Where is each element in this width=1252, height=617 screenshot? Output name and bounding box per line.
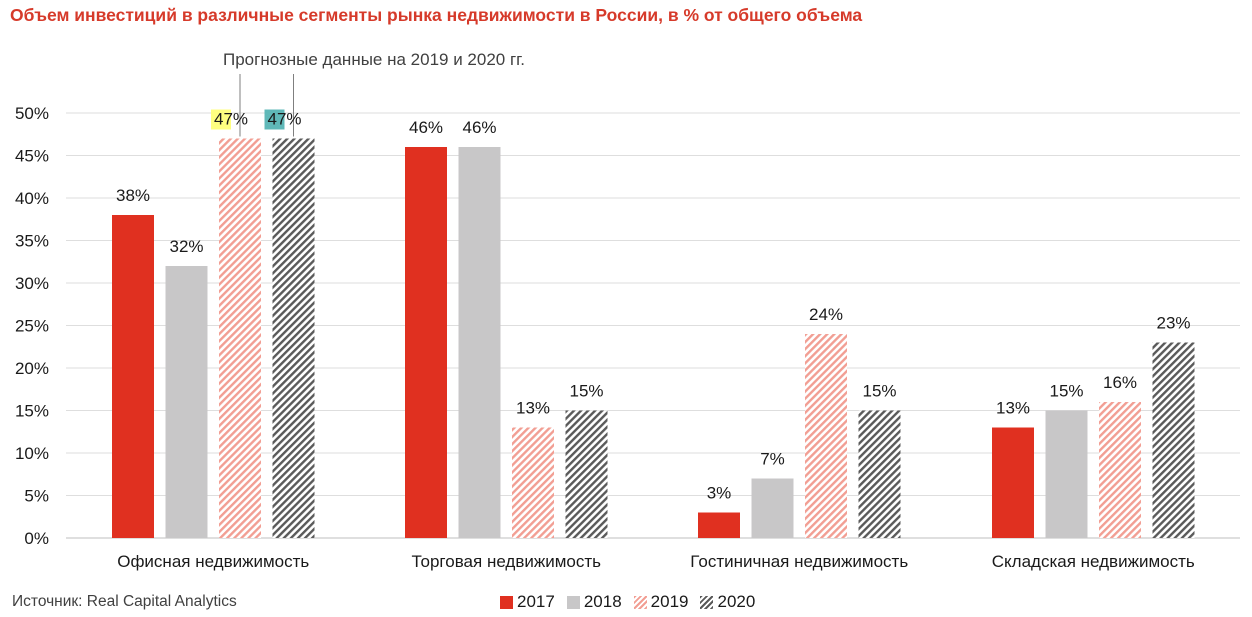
x-category-label: Офисная недвижимость — [117, 552, 309, 571]
bar-2019-2 — [512, 427, 554, 538]
legend-swatch-2017 — [500, 595, 513, 609]
legend-swatch-2019 — [633, 595, 647, 609]
data-label-2017-3: 3% — [707, 484, 732, 503]
bar-2020-1 — [272, 138, 315, 538]
legend-label-2018: 2018 — [583, 592, 622, 611]
data-label-highlight — [264, 109, 285, 130]
y-tick-label: 15% — [15, 402, 49, 421]
x-category-label: Торговая недвижимость — [411, 552, 601, 571]
y-tick-label: 30% — [15, 274, 49, 293]
bar-2020-3 — [858, 410, 901, 538]
data-label-2018-1: 32% — [169, 237, 203, 256]
bar-2018-3 — [751, 478, 794, 538]
y-tick-label: 10% — [15, 444, 49, 463]
bar-2019-1 — [219, 138, 261, 538]
bars — [112, 138, 1195, 538]
bar-2018-1 — [165, 266, 208, 538]
y-tick-label: 50% — [15, 104, 49, 123]
source-note: Источник: Real Capital Analytics — [12, 593, 237, 610]
gridlines — [66, 112, 1240, 539]
legend-item-2019: 2019 — [633, 592, 689, 612]
data-label-2019-3: 24% — [809, 305, 843, 324]
legend-swatch-2020 — [700, 595, 714, 609]
x-category-label: Гостиничная недвижимость — [690, 552, 908, 571]
data-label-highlight — [211, 109, 231, 130]
y-tick-label: 0% — [24, 529, 49, 548]
bar-2020-4 — [1152, 342, 1195, 538]
data-label-2017-4: 13% — [996, 399, 1030, 418]
legend-label-2020: 2020 — [717, 592, 756, 611]
bar-2017-2 — [405, 147, 447, 538]
bar-2018-4 — [1045, 410, 1088, 538]
data-label-2020-4: 23% — [1156, 314, 1190, 333]
bar-2019-4 — [1099, 402, 1141, 538]
bar-2018-2 — [458, 147, 501, 538]
data-label-2019-4: 16% — [1103, 373, 1137, 392]
bar-2017-4 — [992, 427, 1034, 538]
legend-item-2018: 2018 — [566, 592, 622, 612]
forecast-markers — [239, 74, 294, 137]
y-tick-label: 45% — [15, 147, 49, 166]
x-category-label: Складская недвижимость — [992, 552, 1195, 571]
y-axis-ticks: 0% 5% 10% 15% 20% 25% 30% 35% 40% 45% 50% — [15, 104, 49, 548]
legend-item-2017: 2017 — [500, 592, 555, 612]
legend-swatch-2018 — [566, 595, 580, 609]
legend-label-2017: 2017 — [517, 592, 555, 611]
data-label-2017-2: 46% — [409, 118, 443, 137]
data-label-2019-1: 47% — [214, 110, 248, 129]
chart-title: Объем инвестиций в различные сегменты ры… — [10, 5, 863, 25]
y-tick-label: 35% — [15, 232, 49, 251]
bar-2020-2 — [565, 410, 608, 538]
bar-2017-1 — [112, 215, 154, 538]
forecast-note: Прогнозные данные на 2019 и 2020 гг. — [223, 50, 526, 69]
data-label-2020-2: 15% — [569, 382, 603, 401]
data-label-2018-2: 46% — [462, 118, 496, 137]
y-tick-label: 5% — [24, 487, 49, 506]
legend: 2017 2018 2019 2020 — [500, 592, 767, 612]
data-label-2020-3: 15% — [862, 382, 896, 401]
legend-label-2019: 2019 — [650, 592, 689, 611]
data-label-2018-3: 7% — [760, 450, 785, 469]
data-label-2017-1: 38% — [116, 186, 150, 205]
y-tick-label: 20% — [15, 359, 49, 378]
data-labels: 38% 46% 3% 13% 32% 46% 7% 15% 47% 13% 24% 16% 47% 15%… — [116, 109, 1191, 503]
legend-item-2020: 2020 — [700, 592, 755, 612]
y-tick-label: 40% — [15, 189, 49, 208]
bar-2019-3 — [805, 334, 847, 538]
x-axis-categories: Офисная недвижимость Торговая недвижимост… — [117, 552, 1195, 571]
data-label-2020-1: 47% — [267, 110, 301, 129]
y-tick-label: 25% — [15, 317, 49, 336]
data-label-2018-4: 15% — [1049, 382, 1083, 401]
bar-2017-3 — [698, 512, 740, 538]
data-label-2019-2: 13% — [516, 399, 550, 418]
